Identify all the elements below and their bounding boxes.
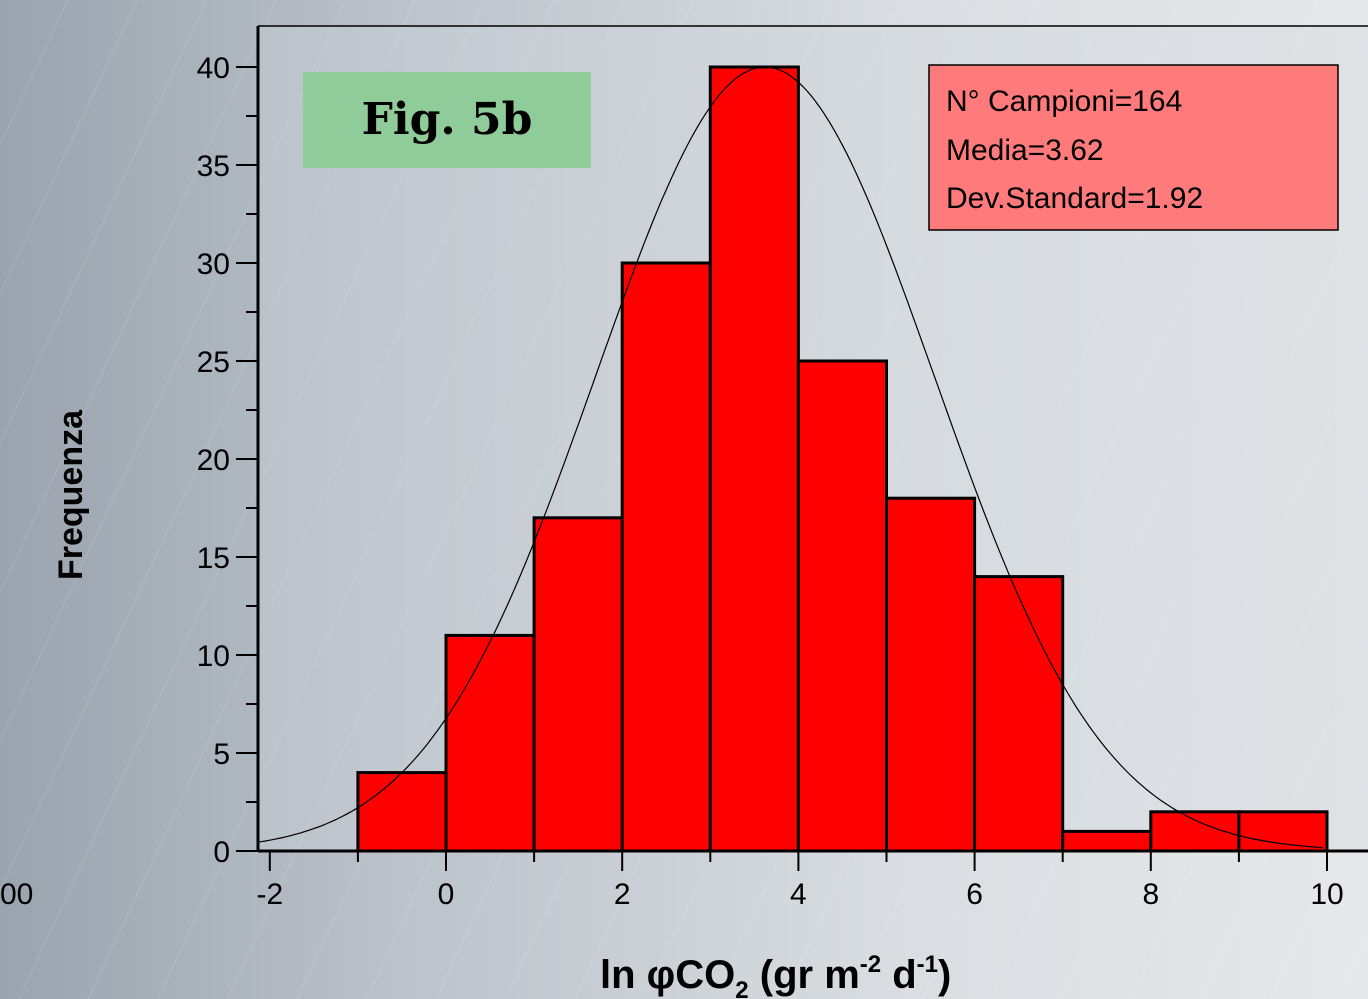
x-tick-label: 6 — [966, 878, 983, 911]
x-tick-label: 0 — [438, 878, 455, 911]
stray-axis-label: 00 — [0, 878, 33, 911]
bars-group — [356, 65, 1329, 853]
y-tick-label: 0 — [213, 836, 230, 869]
stats-line-std: Dev.Standard=1.92 — [946, 182, 1203, 215]
histogram-bar-10 — [1237, 810, 1329, 853]
y-axis-title: Frequenza — [52, 409, 90, 580]
y-tick-label: 30 — [197, 248, 230, 281]
y-tick-label: 20 — [197, 444, 230, 477]
fig-label-box: Fig. 5b — [303, 72, 591, 168]
histogram-bar-3 — [620, 261, 712, 853]
stats-box: N° Campioni=164 Media=3.62 Dev.Standard=… — [928, 64, 1339, 231]
y-tick-label: 10 — [197, 640, 230, 673]
x-tick-label: 8 — [1142, 878, 1159, 911]
y-tick-label: 40 — [197, 52, 230, 85]
stats-line-samples: N° Campioni=164 — [946, 85, 1182, 118]
histogram-bar-5 — [796, 359, 889, 853]
histogram-bar-7 — [973, 575, 1065, 853]
y-tick-labels: 0 5 10 15 20 25 30 35 40 — [197, 52, 230, 869]
y-tick-label: 15 — [197, 542, 230, 575]
y-tick-label: 35 — [197, 150, 230, 183]
histogram-bar-8 — [1061, 829, 1153, 853]
y-tick-label: 5 — [213, 738, 230, 771]
x-tick-label: -2 — [256, 878, 283, 911]
x-tick-label: 4 — [790, 878, 807, 911]
histogram-bar-6 — [885, 496, 977, 853]
x-tick-labels: -2 0 2 4 6 8 10 — [256, 878, 1343, 911]
histogram-bar-0 — [356, 771, 448, 853]
fig-label: Fig. 5b — [362, 94, 533, 145]
y-tick-label: 25 — [197, 346, 230, 379]
histogram-bar-2 — [532, 516, 624, 853]
x-tick-label: 10 — [1310, 878, 1343, 911]
stats-line-mean: Media=3.62 — [946, 134, 1104, 167]
normal-fit-curve — [256, 66, 1323, 849]
x-tick-label: 2 — [614, 878, 631, 911]
histogram-bar-1 — [444, 633, 536, 853]
axes-group — [236, 25, 1368, 871]
x-axis-title: ln φCO2 (gr m-2 d-1) — [600, 951, 951, 999]
histogram-bar-4 — [708, 65, 800, 853]
